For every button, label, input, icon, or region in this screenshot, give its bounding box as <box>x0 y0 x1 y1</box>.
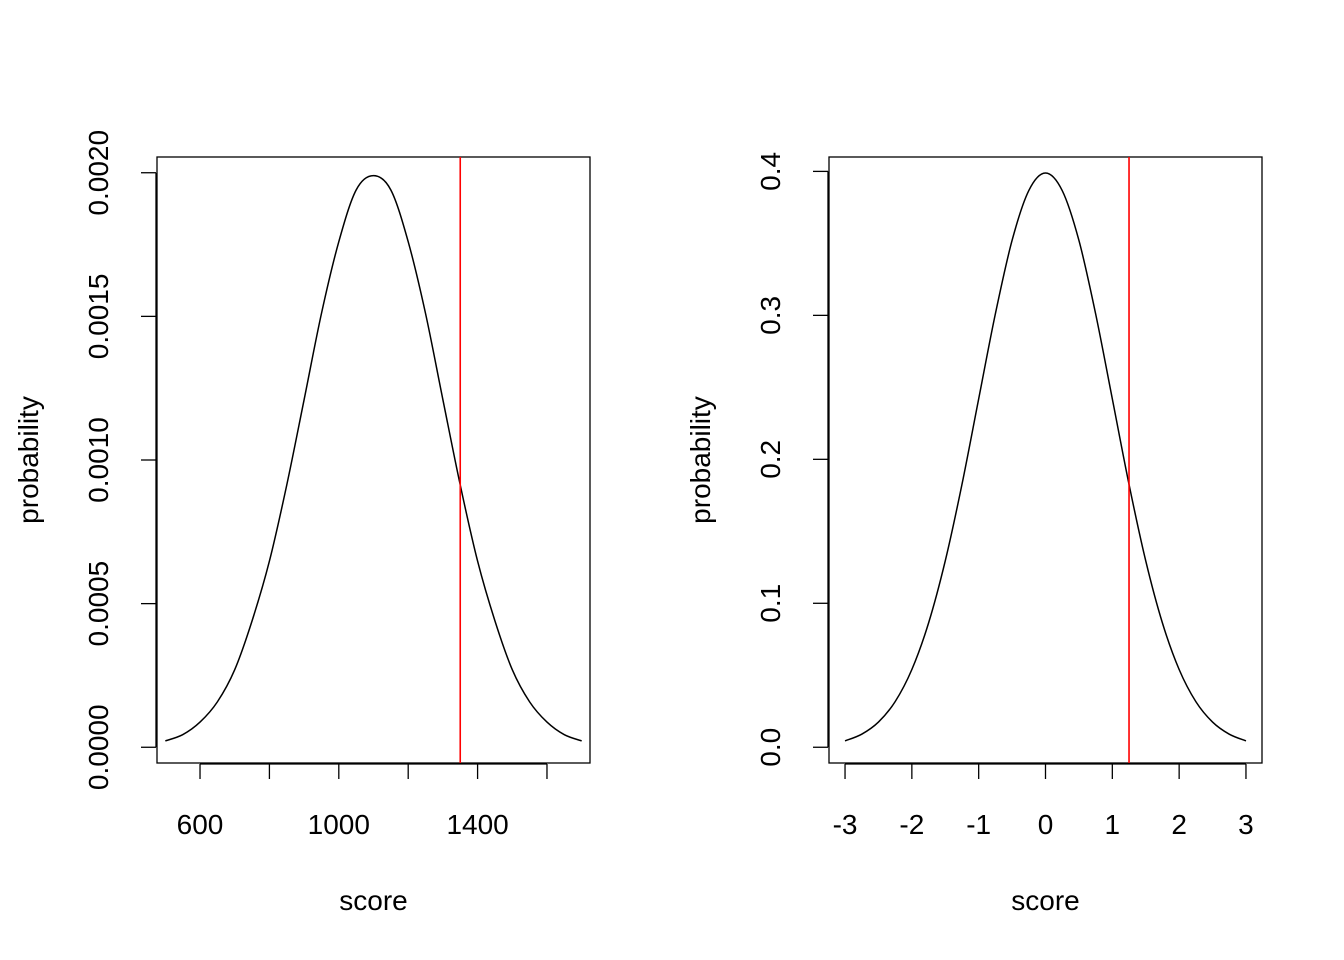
x-tick-label: -1 <box>966 809 991 840</box>
x-tick-label: 1000 <box>308 809 370 840</box>
plot-frame <box>156 156 591 764</box>
x-tick-label: -3 <box>833 809 858 840</box>
y-tick-label: 0.0 <box>755 728 786 767</box>
y-tick-label: 0.0005 <box>83 561 114 647</box>
y-tick-label: 0.4 <box>755 152 786 191</box>
y-tick-label: 0.3 <box>755 296 786 335</box>
chart-panel-left: 600 1000 1400 0.0000 0.0005 0.0010 0.0015 0.002… <box>13 130 591 916</box>
y-tick-label: 0.0000 <box>83 704 114 790</box>
x-axis-label: score <box>1011 885 1079 916</box>
x-tick-label: -2 <box>899 809 924 840</box>
y-tick-label: 0.0015 <box>83 274 114 360</box>
y-tick-label: 0.1 <box>755 584 786 623</box>
y-tick-label: 0.0010 <box>83 417 114 503</box>
density-curve <box>165 174 582 742</box>
x-tick-label: 1400 <box>446 809 508 840</box>
x-tick-label: 3 <box>1238 809 1254 840</box>
density-curve <box>844 172 1247 742</box>
y-tick-label: 0.0020 <box>83 130 114 216</box>
x-tick-label: 2 <box>1171 809 1187 840</box>
x-tick-label: 1 <box>1105 809 1121 840</box>
y-axis-label: probability <box>685 396 716 524</box>
x-axis-label: score <box>339 885 407 916</box>
plot-frame <box>828 156 1263 764</box>
x-tick-label: 600 <box>177 809 224 840</box>
y-axis-label: probability <box>13 396 44 524</box>
x-tick-label: 0 <box>1038 809 1054 840</box>
chart-panel-right: -3 -2 -1 0 1 2 3 0.0 0.1 0.2 0.3 0.4 score probabilit… <box>685 152 1263 916</box>
y-tick-label: 0.2 <box>755 440 786 479</box>
